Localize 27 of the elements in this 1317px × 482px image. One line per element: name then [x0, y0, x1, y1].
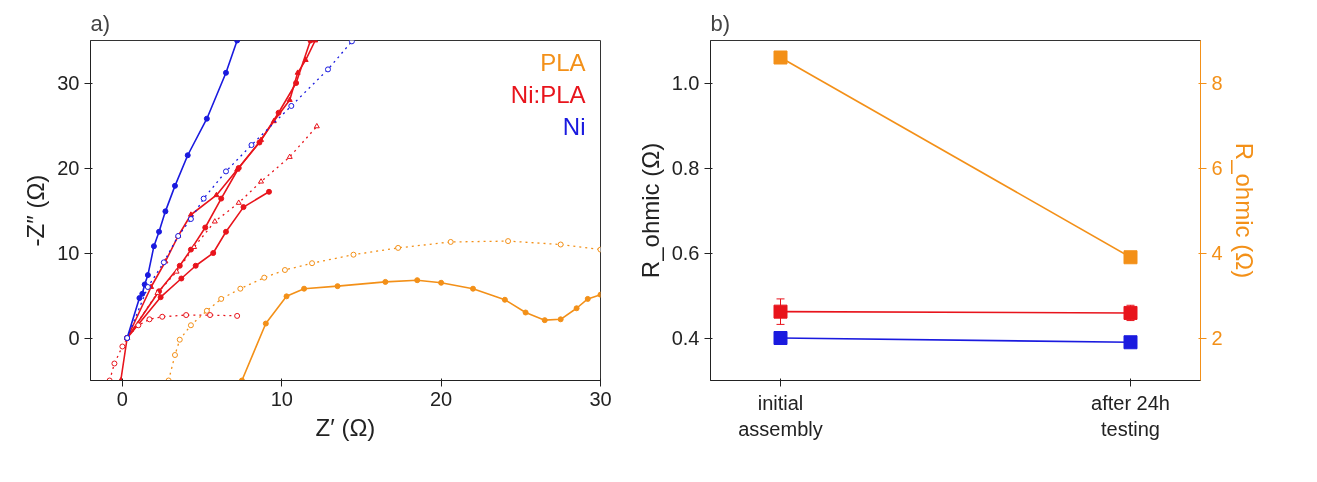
x-tick-label: 30: [589, 387, 612, 410]
y-tick-label: 0.6: [671, 242, 700, 264]
y2-tick-label: 2: [1211, 327, 1223, 349]
text: Ni: [562, 112, 586, 140]
x-tick-label: initial assembly: [738, 391, 823, 440]
y-tick-label: 0: [68, 327, 80, 349]
x-tick-label: after 24h testing: [1091, 391, 1170, 440]
y-tick-label: 10: [57, 242, 80, 264]
y-axis-title: R_ohmic (Ω): [636, 142, 664, 279]
y-tick-label: 0.4: [671, 327, 700, 349]
x-tick-label: 20: [430, 387, 453, 410]
chart-title: a): [90, 10, 111, 36]
text: PLA: [540, 48, 586, 76]
y2-tick-label: 8: [1211, 72, 1223, 94]
y-tick-label: 20: [57, 157, 80, 179]
y-tick-label: 30: [57, 72, 80, 94]
y2-tick-label: 4: [1211, 242, 1223, 264]
text: Ni:PLA: [510, 80, 586, 108]
chart-title: b): [710, 10, 731, 36]
x-axis-title: Z′ (Ω): [315, 413, 376, 441]
y-tick-label: 1.0: [671, 72, 700, 94]
x-tick-label: 0: [116, 387, 128, 410]
y-tick-label: 0.8: [671, 157, 700, 179]
x-tick-label: 10: [270, 387, 293, 410]
y2-tick-label: 6: [1211, 157, 1223, 179]
y2-axis-title: R_ohmic (Ω): [1230, 142, 1258, 279]
y-axis-title: -Z″ (Ω): [22, 174, 50, 247]
